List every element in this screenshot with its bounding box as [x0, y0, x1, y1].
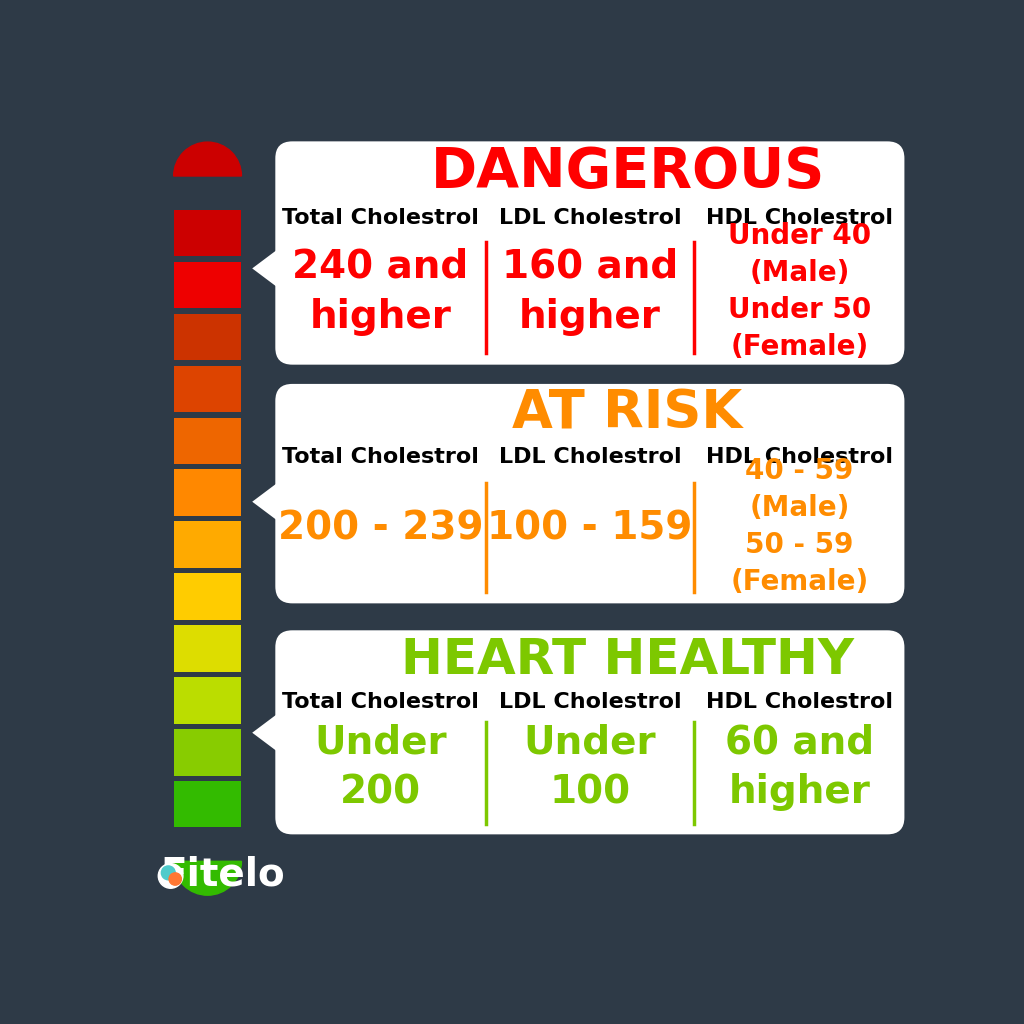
Text: 40 - 59
(Male)
50 - 59
(Female): 40 - 59 (Male) 50 - 59 (Female) — [730, 457, 868, 596]
FancyBboxPatch shape — [174, 573, 242, 620]
Text: 200 - 239: 200 - 239 — [278, 510, 483, 548]
FancyBboxPatch shape — [275, 384, 904, 603]
FancyBboxPatch shape — [174, 210, 242, 256]
Text: DANGEROUS: DANGEROUS — [430, 145, 824, 199]
Circle shape — [169, 872, 181, 885]
Text: 160 and
higher: 160 and higher — [502, 248, 678, 336]
FancyBboxPatch shape — [174, 677, 242, 724]
FancyBboxPatch shape — [275, 141, 904, 365]
FancyBboxPatch shape — [174, 366, 242, 412]
Text: LDL Cholestrol: LDL Cholestrol — [499, 692, 681, 712]
Circle shape — [159, 863, 183, 888]
Text: Under
200: Under 200 — [314, 723, 446, 811]
Text: HEART HEALTHY: HEART HEALTHY — [401, 636, 854, 684]
Text: Total Cholestrol: Total Cholestrol — [282, 447, 479, 467]
Text: HDL Cholestrol: HDL Cholestrol — [706, 692, 893, 712]
Text: 100 - 159: 100 - 159 — [487, 510, 692, 548]
Text: Under 40
(Male)
Under 50
(Female): Under 40 (Male) Under 50 (Female) — [728, 222, 871, 360]
Text: Under
100: Under 100 — [523, 723, 656, 811]
Wedge shape — [174, 861, 242, 895]
Circle shape — [162, 866, 175, 880]
Text: AT RISK: AT RISK — [512, 387, 742, 439]
FancyBboxPatch shape — [174, 781, 242, 827]
FancyBboxPatch shape — [174, 418, 242, 464]
Wedge shape — [174, 142, 242, 176]
Text: Total Cholestrol: Total Cholestrol — [282, 208, 479, 228]
Text: LDL Cholestrol: LDL Cholestrol — [499, 208, 681, 228]
FancyBboxPatch shape — [174, 313, 242, 360]
FancyBboxPatch shape — [174, 262, 242, 308]
Text: 60 and
higher: 60 and higher — [725, 723, 873, 811]
Text: Total Cholestrol: Total Cholestrol — [282, 692, 479, 712]
FancyBboxPatch shape — [174, 729, 242, 775]
Text: HDL Cholestrol: HDL Cholestrol — [706, 208, 893, 228]
Text: 240 and
higher: 240 and higher — [292, 248, 469, 336]
FancyBboxPatch shape — [174, 469, 242, 516]
Text: Fitelo: Fitelo — [161, 855, 286, 893]
Text: LDL Cholestrol: LDL Cholestrol — [499, 447, 681, 467]
Polygon shape — [252, 715, 276, 752]
Text: HDL Cholestrol: HDL Cholestrol — [706, 447, 893, 467]
Polygon shape — [252, 250, 276, 287]
FancyBboxPatch shape — [174, 626, 242, 672]
FancyBboxPatch shape — [174, 521, 242, 568]
FancyBboxPatch shape — [275, 631, 904, 835]
Polygon shape — [252, 483, 276, 520]
